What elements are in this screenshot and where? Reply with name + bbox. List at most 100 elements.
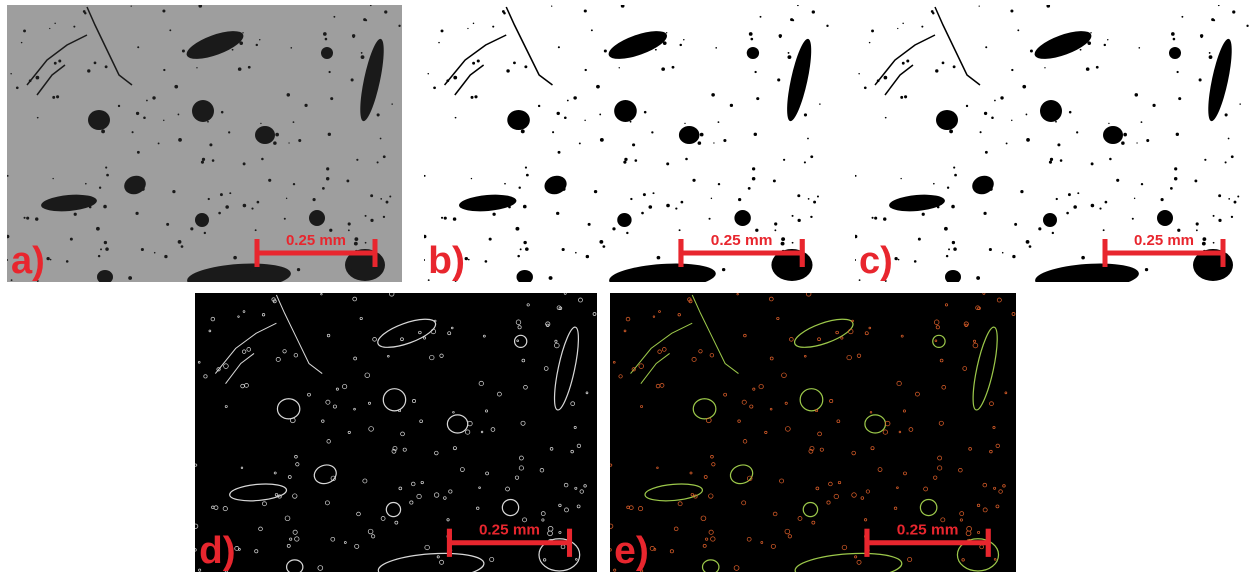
dot (855, 175, 857, 177)
dot (994, 100, 996, 102)
dot (37, 117, 39, 119)
dot (350, 269, 352, 271)
dot (1177, 71, 1179, 73)
dot (239, 41, 243, 45)
dot (804, 113, 807, 116)
dot (931, 10, 934, 13)
dot (979, 6, 980, 7)
dot (549, 276, 553, 280)
dot (630, 121, 632, 123)
dot (713, 142, 714, 143)
dot (952, 241, 955, 244)
dot (444, 217, 447, 220)
dot (255, 229, 257, 231)
dot (991, 116, 994, 119)
dot (288, 142, 289, 143)
dot (118, 105, 120, 107)
dot (1194, 179, 1197, 182)
dot (141, 187, 145, 191)
dot (348, 229, 350, 231)
dot (424, 175, 426, 177)
dot (381, 269, 382, 270)
dot (233, 256, 237, 260)
dot (884, 76, 888, 80)
dot (624, 158, 627, 161)
dot (1103, 229, 1105, 231)
micrograph (6, 4, 402, 294)
dot (209, 143, 212, 146)
dot (427, 73, 429, 74)
dot (1246, 25, 1248, 27)
dot (166, 223, 169, 226)
dot (36, 76, 40, 80)
dot (136, 112, 139, 115)
dot (242, 32, 243, 33)
dot (612, 227, 615, 230)
dot (1066, 212, 1069, 215)
panel: 0.25 mmd) (193, 292, 597, 573)
dot (1202, 242, 1206, 246)
dot (1228, 198, 1230, 200)
dot (858, 73, 859, 74)
dot (947, 187, 949, 189)
dot (1022, 85, 1026, 89)
dot (1171, 52, 1172, 53)
dot (783, 159, 785, 161)
dot (383, 155, 386, 158)
dot (773, 179, 776, 182)
dot (623, 161, 626, 164)
dot (49, 28, 50, 29)
dot (502, 10, 505, 13)
dot (922, 213, 925, 216)
dot (1057, 143, 1060, 146)
dot (1171, 32, 1175, 36)
dot (562, 248, 565, 251)
dot (953, 166, 955, 168)
dot (877, 79, 880, 82)
dot (980, 131, 982, 133)
dot (325, 38, 328, 41)
dot (1109, 158, 1112, 161)
dot (383, 216, 385, 218)
dot (370, 194, 373, 197)
dot (1202, 237, 1206, 241)
dot (1052, 232, 1054, 234)
dot (1104, 44, 1106, 46)
dot (228, 131, 230, 133)
dot (74, 213, 77, 216)
dot (711, 93, 715, 96)
dot (666, 32, 667, 33)
dot (361, 52, 363, 54)
dot (248, 66, 251, 69)
dot (365, 242, 367, 244)
dot (245, 266, 247, 268)
dot (471, 96, 474, 99)
dot (715, 47, 717, 49)
dot (391, 103, 392, 104)
dot (558, 151, 561, 154)
dot (807, 138, 809, 140)
dot (874, 217, 877, 220)
dot (781, 242, 785, 246)
dot (1075, 43, 1077, 45)
dot (1209, 52, 1211, 54)
dot (16, 86, 19, 89)
panel: 0.25 mmb) (423, 4, 830, 294)
dot (525, 166, 527, 168)
dot (273, 141, 276, 144)
dot (812, 10, 815, 13)
dot (26, 217, 29, 220)
pore (192, 100, 214, 122)
dot (477, 60, 480, 63)
pore (936, 110, 958, 130)
pore (1169, 47, 1181, 59)
dot (515, 227, 519, 231)
dot (293, 183, 295, 185)
dot (94, 62, 97, 65)
dot (898, 259, 900, 261)
dot (322, 187, 325, 190)
dot (1232, 10, 1235, 13)
dot (323, 52, 324, 53)
dot (238, 67, 242, 71)
dot (196, 67, 197, 68)
